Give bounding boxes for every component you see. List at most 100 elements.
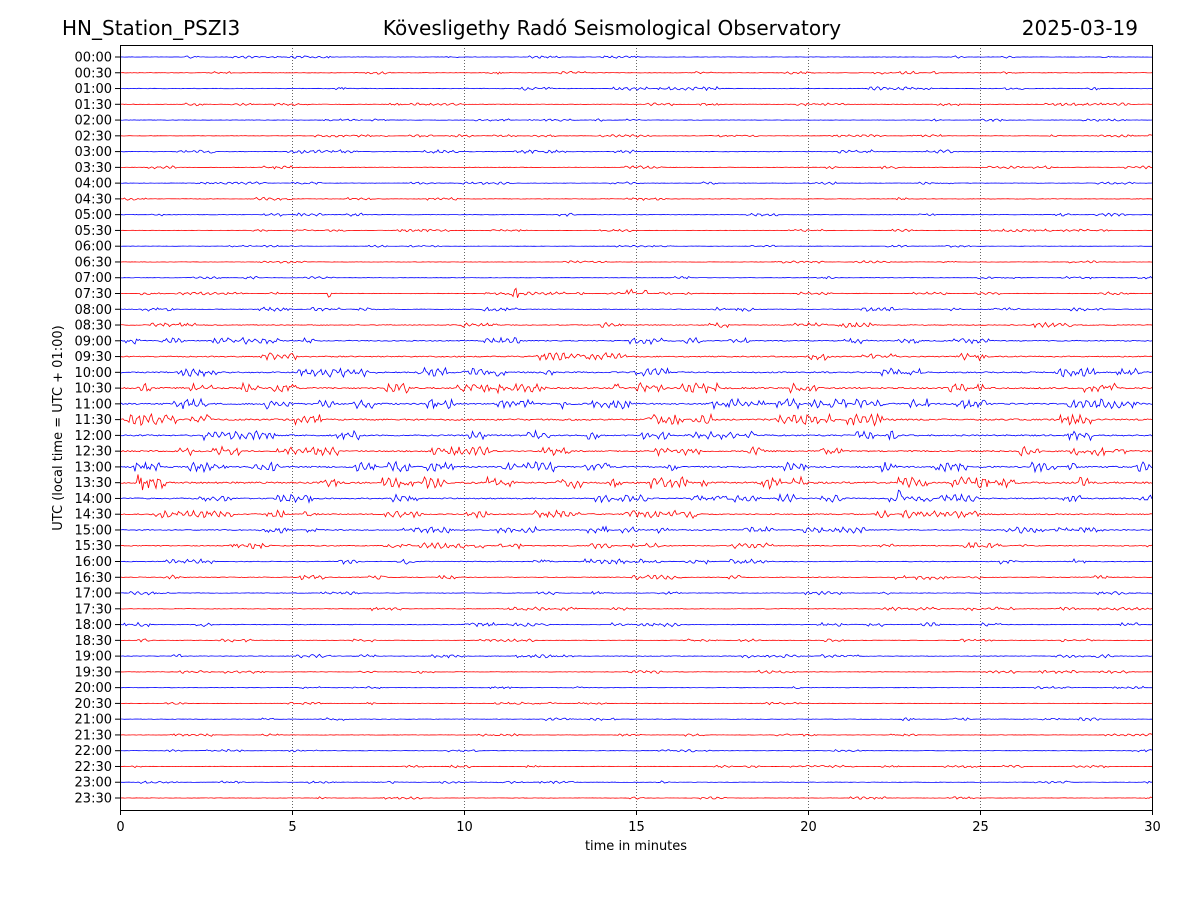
y-tick-label: 00:00 [75, 51, 112, 66]
trace-row-1030 [120, 383, 1152, 393]
y-tick-label: 11:00 [75, 397, 112, 412]
y-tick-label: 02:00 [75, 114, 112, 129]
trace-row-0800 [120, 307, 1152, 311]
y-tick-label: 05:00 [75, 208, 112, 223]
y-tick-label: 21:00 [75, 713, 112, 728]
y-tick-label: 05:30 [75, 224, 112, 239]
y-tick-label: 08:30 [75, 319, 112, 334]
y-ticks: 00:0000:3001:0001:3002:0002:3003:0003:30… [75, 51, 120, 807]
y-tick-label: 06:30 [75, 255, 112, 270]
y-tick-label: 07:00 [75, 271, 112, 286]
y-tick-label: 18:30 [75, 634, 112, 649]
trace-row-1300 [120, 462, 1152, 472]
x-axis-label: time in minutes [585, 839, 687, 854]
trace-row-0230 [120, 135, 1152, 138]
trace-row-1500 [120, 527, 1152, 533]
y-tick-label: 04:00 [75, 177, 112, 192]
plot-frame [121, 46, 1153, 811]
y-tick-label: 03:30 [75, 161, 112, 176]
x-tick-label: 30 [1144, 820, 1161, 835]
y-tick-label: 20:30 [75, 697, 112, 712]
trace-row-0630 [120, 261, 1152, 264]
trace-row-2000 [120, 686, 1152, 688]
y-tick-label: 03:00 [75, 145, 112, 160]
y-tick-label: 02:30 [75, 129, 112, 144]
y-tick-label: 20:00 [75, 681, 112, 696]
y-tick-label: 16:00 [75, 555, 112, 570]
y-tick-label: 18:00 [75, 618, 112, 633]
x-tick-label: 10 [456, 820, 473, 835]
traces [120, 56, 1152, 799]
trace-row-1900 [120, 654, 1152, 658]
y-tick-label: 08:00 [75, 303, 112, 318]
trace-row-2100 [120, 718, 1152, 721]
y-tick-label: 15:00 [75, 523, 112, 538]
trace-row-1600 [120, 559, 1152, 564]
trace-row-2200 [120, 749, 1152, 751]
trace-row-0500 [120, 213, 1152, 216]
y-tick-label: 06:00 [75, 240, 112, 255]
trace-row-0200 [120, 119, 1152, 121]
trace-row-1930 [120, 670, 1152, 673]
trace-row-1100 [120, 399, 1152, 409]
y-tick-label: 12:30 [75, 445, 112, 460]
trace-row-1430 [120, 510, 1152, 518]
x-tick-label: 25 [972, 820, 989, 835]
trace-row-2030 [120, 702, 1152, 705]
trace-row-0400 [120, 182, 1152, 185]
trace-row-0530 [120, 229, 1152, 232]
trace-row-0100 [120, 87, 1152, 91]
trace-row-1130 [120, 414, 1152, 425]
y-tick-label: 04:30 [75, 192, 112, 207]
trace-row-0030 [120, 71, 1152, 74]
trace-row-1730 [120, 607, 1152, 611]
trace-row-1000 [120, 368, 1152, 377]
trace-row-2330 [120, 797, 1152, 800]
trace-row-1630 [120, 575, 1152, 580]
y-tick-label: 01:00 [75, 82, 112, 97]
y-tick-label: 00:30 [75, 66, 112, 81]
y-tick-label: 10:00 [75, 366, 112, 381]
y-tick-label: 10:30 [75, 382, 112, 397]
trace-row-0430 [120, 197, 1152, 200]
y-tick-label: 01:30 [75, 98, 112, 113]
trace-row-0130 [120, 103, 1152, 106]
trace-row-0730 [120, 288, 1152, 297]
y-tick-label: 14:00 [75, 492, 112, 507]
y-tick-label: 15:30 [75, 539, 112, 554]
y-axis-label: UTC (local time = UTC + 01:00) [51, 325, 66, 530]
trace-row-1330 [120, 474, 1152, 490]
grid-lines [293, 45, 981, 810]
trace-row-0830 [120, 322, 1152, 327]
x-tick-label: 0 [116, 820, 124, 835]
y-tick-label: 13:00 [75, 460, 112, 475]
y-tick-label: 17:30 [75, 602, 112, 617]
y-tick-label: 14:30 [75, 508, 112, 523]
trace-row-0700 [120, 276, 1152, 279]
trace-row-0330 [120, 166, 1152, 169]
y-tick-label: 22:00 [75, 744, 112, 759]
y-tick-label: 11:30 [75, 413, 112, 428]
y-tick-label: 16:30 [75, 571, 112, 586]
trace-row-0900 [120, 338, 1152, 345]
x-tick-label: 20 [800, 820, 817, 835]
y-tick-label: 13:30 [75, 476, 112, 491]
trace-row-2300 [120, 781, 1152, 784]
helicorder-chart: 00:0000:3001:0001:3002:0002:3003:0003:30… [0, 0, 1200, 900]
y-tick-label: 19:00 [75, 650, 112, 665]
y-tick-label: 17:00 [75, 587, 112, 602]
y-tick-label: 09:30 [75, 350, 112, 365]
trace-row-1800 [120, 622, 1152, 626]
x-tick-label: 5 [288, 820, 296, 835]
y-tick-label: 12:00 [75, 429, 112, 444]
x-ticks: 0 5 10 15 20 25 30 [116, 810, 1160, 835]
trace-row-0300 [120, 150, 1152, 154]
trace-row-1400 [120, 490, 1152, 502]
trace-row-0000 [120, 56, 1152, 58]
x-tick-label: 15 [628, 820, 645, 835]
trace-row-2230 [120, 765, 1152, 768]
trace-row-1530 [120, 543, 1152, 549]
y-tick-label: 09:00 [75, 334, 112, 349]
trace-row-0930 [120, 353, 1152, 361]
y-tick-label: 19:30 [75, 665, 112, 680]
